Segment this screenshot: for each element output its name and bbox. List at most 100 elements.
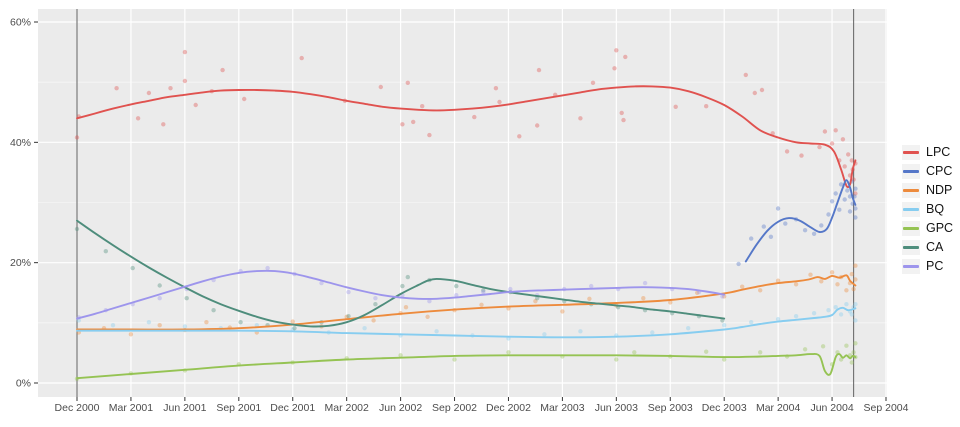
poll-point <box>632 350 637 355</box>
poll-point <box>161 122 166 127</box>
x-tick-label: Sep 2001 <box>216 402 261 414</box>
poll-point <box>497 99 502 105</box>
poll-point <box>130 265 135 271</box>
poll-point <box>826 308 831 313</box>
legend-item-LPC: LPC <box>902 144 953 161</box>
poll-point <box>844 302 849 307</box>
poll-point <box>454 283 459 289</box>
poll-point <box>146 90 152 96</box>
legend-label: CPC <box>926 164 953 179</box>
y-tick-label: 20% <box>10 257 31 269</box>
x-tick-label: Dec 2000 <box>55 402 100 414</box>
series-line-CA <box>76 219 726 328</box>
poll-point <box>182 324 188 329</box>
poll-point <box>517 134 522 139</box>
poll-point <box>704 349 709 354</box>
poll-point <box>758 350 763 355</box>
poll-point <box>833 191 838 196</box>
poll-point <box>847 209 853 214</box>
legend-item-CPC: CPC <box>902 163 953 180</box>
series-line-BQ <box>76 306 857 339</box>
poll-point <box>508 286 513 292</box>
poll-point <box>535 123 540 128</box>
poll-point <box>493 86 499 91</box>
poll-point <box>853 263 858 268</box>
poll-point <box>420 104 425 109</box>
poll-point <box>808 272 813 277</box>
poll-point <box>292 326 297 331</box>
series-line-GPC <box>76 353 857 380</box>
poll-point <box>344 314 349 319</box>
poll-point <box>479 302 484 307</box>
poll-point <box>400 122 405 127</box>
poll-point <box>110 323 116 328</box>
poll-point <box>346 289 351 295</box>
poll-point <box>265 265 270 271</box>
x-tick-label: Mar 2001 <box>109 402 154 414</box>
poll-point <box>211 308 216 313</box>
x-tick-label: Sep 2002 <box>432 402 477 414</box>
poll-point <box>411 119 416 125</box>
poll-point <box>560 309 565 314</box>
poll-point <box>373 296 378 301</box>
poll-point <box>793 314 799 319</box>
poll-point <box>103 249 109 254</box>
poll-point <box>833 305 838 310</box>
poll-point <box>290 319 295 324</box>
poll-point <box>542 332 547 337</box>
poll-point <box>820 344 826 349</box>
poll-point <box>403 305 409 310</box>
series-line-PC <box>76 269 726 320</box>
legend-color-line <box>903 189 919 192</box>
poll-point <box>425 314 430 319</box>
poll-point <box>204 320 209 325</box>
poll-point <box>759 87 765 93</box>
poll-point <box>157 323 162 328</box>
poll-point <box>784 149 790 154</box>
x-tick-label: Dec 2001 <box>270 402 315 414</box>
poll-point <box>853 191 858 196</box>
x-tick-label: Jun 2001 <box>163 402 206 414</box>
poll-point <box>853 318 858 323</box>
poll-point <box>853 206 858 211</box>
y-tick-label: 0% <box>16 378 31 390</box>
poll-point <box>533 299 538 304</box>
legend-key-swatch <box>902 221 920 236</box>
x-tick-label: Dec 2002 <box>486 402 531 414</box>
legend-item-BQ: BQ <box>902 201 953 218</box>
poll-point <box>168 86 173 91</box>
poll-point <box>851 350 856 355</box>
y-tick-label: 60% <box>10 17 31 29</box>
legend-item-GPC: GPC <box>902 220 953 237</box>
poll-point <box>793 282 799 287</box>
legend-label: LPC <box>926 145 951 160</box>
legend-label: GPC <box>926 221 954 236</box>
poll-point <box>775 278 781 283</box>
legend-item-CA: CA <box>902 239 953 256</box>
poll-point <box>135 116 141 121</box>
poll-point <box>400 283 405 289</box>
legend-color-line <box>903 227 919 230</box>
poll-point <box>481 288 486 293</box>
poll-point <box>589 283 594 289</box>
poll-point <box>849 271 854 277</box>
poll-point <box>849 312 854 317</box>
poll-point <box>398 353 403 358</box>
poll-point <box>761 224 766 229</box>
legend-label: BQ <box>926 202 945 217</box>
scatter-points-NDP <box>76 263 858 337</box>
x-tick-label: Jun 2003 <box>595 402 638 414</box>
legend-item-PC: PC <box>902 258 953 275</box>
legend-key-swatch <box>902 202 920 217</box>
poll-point <box>722 323 727 328</box>
poll-point <box>826 212 831 217</box>
poll-point <box>822 129 828 134</box>
poll-point <box>829 199 835 204</box>
poll-point <box>819 279 824 284</box>
scatter-points-CPC <box>736 179 858 267</box>
poll-point <box>844 343 849 348</box>
poll-point <box>802 228 808 233</box>
poll-point <box>837 207 842 212</box>
legend-color-line <box>903 170 919 173</box>
